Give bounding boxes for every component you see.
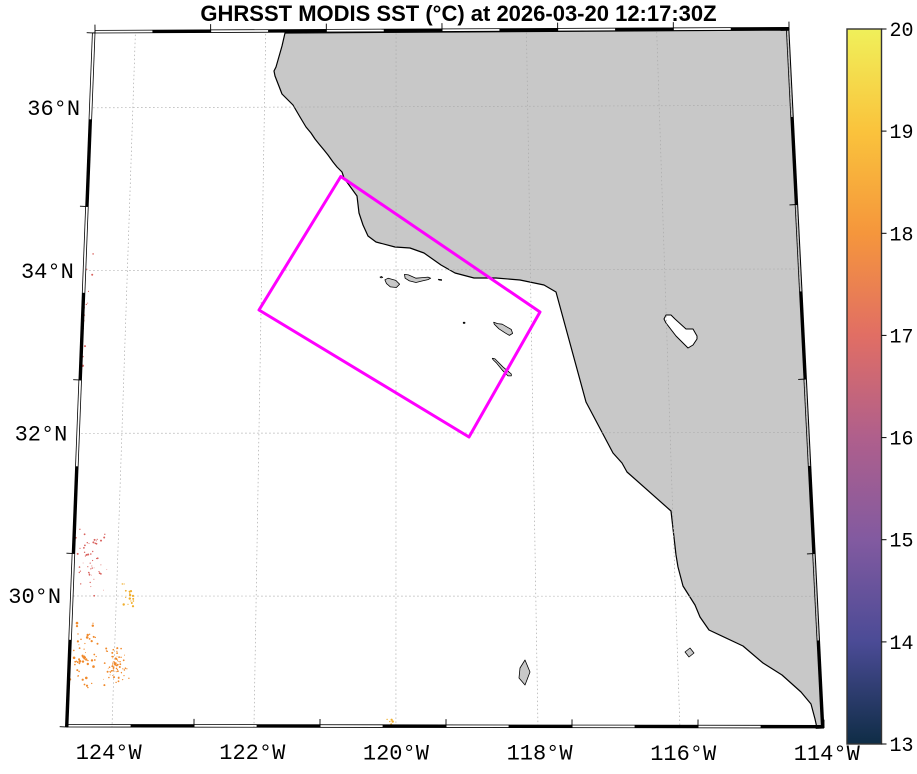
svg-text:114°W: 114°W bbox=[794, 742, 861, 767]
svg-text:34°N: 34°N bbox=[21, 260, 74, 285]
svg-text:14: 14 bbox=[890, 633, 914, 656]
svg-text:30°N: 30°N bbox=[8, 585, 61, 610]
svg-text:20: 20 bbox=[890, 20, 914, 43]
svg-text:116°W: 116°W bbox=[650, 742, 717, 767]
svg-text:16: 16 bbox=[890, 429, 914, 452]
svg-text:19: 19 bbox=[890, 122, 914, 145]
svg-text:118°W: 118°W bbox=[507, 742, 574, 767]
svg-text:32°N: 32°N bbox=[15, 422, 68, 447]
svg-text:15: 15 bbox=[890, 531, 914, 554]
svg-text:17: 17 bbox=[890, 326, 914, 349]
svg-text:124°W: 124°W bbox=[76, 741, 143, 766]
svg-text:36°N: 36°N bbox=[27, 97, 80, 122]
svg-text:18: 18 bbox=[890, 224, 914, 247]
svg-text:120°W: 120°W bbox=[363, 741, 430, 766]
svg-text:122°W: 122°W bbox=[219, 741, 286, 766]
svg-text:13: 13 bbox=[890, 735, 914, 758]
